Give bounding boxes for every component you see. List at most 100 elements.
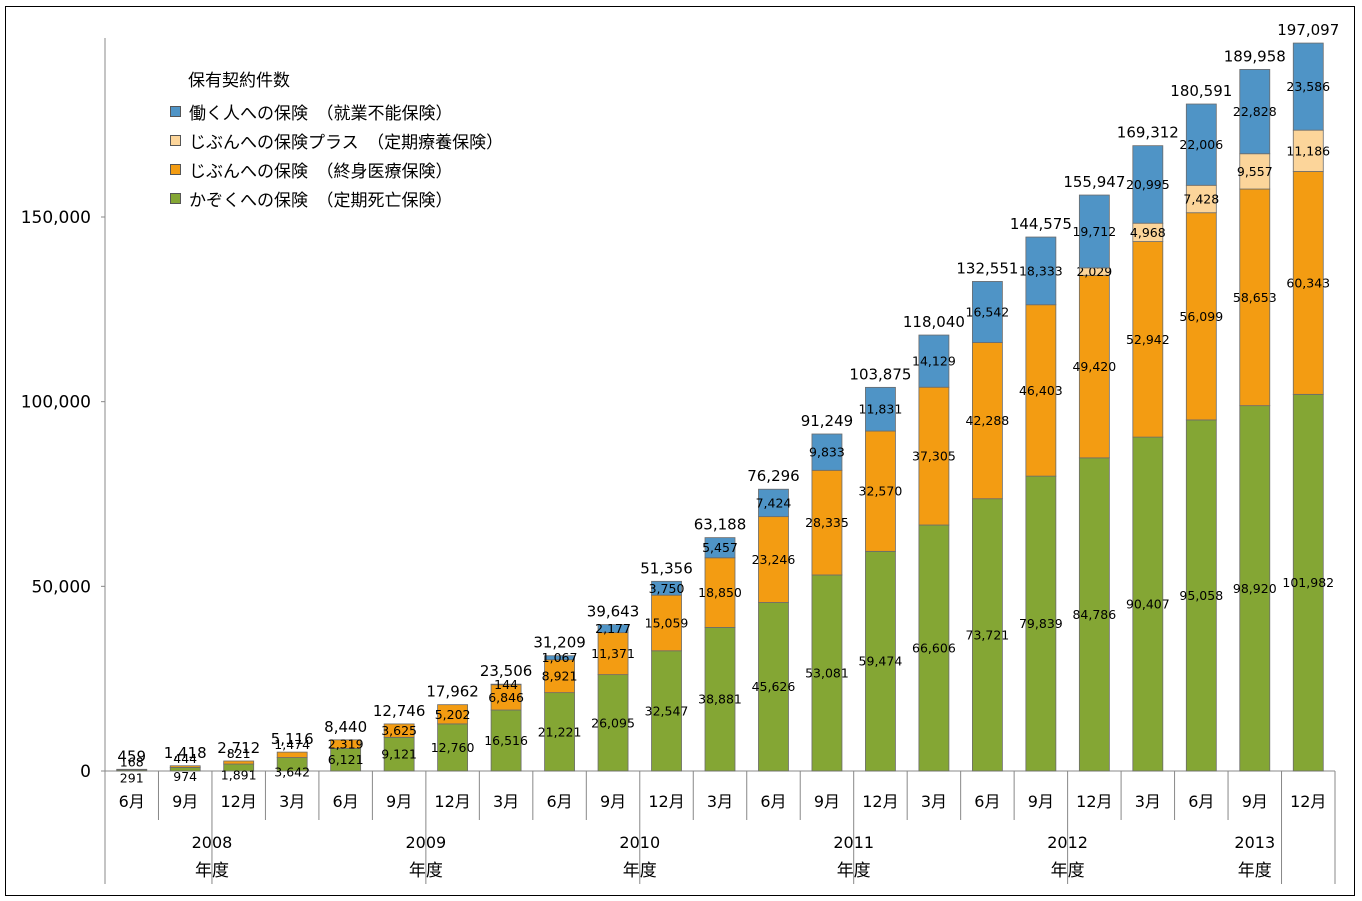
bar-segment xyxy=(1078,457,1110,772)
data-label: 6,121 xyxy=(328,752,364,767)
bar-segment xyxy=(865,430,896,552)
data-label: 26,095 xyxy=(591,715,635,730)
bar-segment xyxy=(276,751,308,758)
data-label: 1,474 xyxy=(274,737,310,752)
data-label: 12,760 xyxy=(431,740,475,755)
bar-segment xyxy=(544,692,575,772)
total-label: 103,875 xyxy=(849,365,911,383)
month-label: 9月 xyxy=(172,792,198,811)
fiscal-year-label: 2008 xyxy=(192,833,233,852)
data-label: 28,335 xyxy=(805,515,849,530)
data-label: 58,653 xyxy=(1233,290,1277,305)
bar-segment xyxy=(1185,212,1217,421)
data-label: 90,407 xyxy=(1126,597,1170,612)
fiscal-year-suffix: 年度 xyxy=(195,861,229,881)
month-label: 3月 xyxy=(921,792,947,811)
month-label: 3月 xyxy=(1135,792,1161,811)
bar-segment xyxy=(1239,188,1271,407)
month-label: 12月 xyxy=(1290,792,1326,811)
month-label: 6月 xyxy=(119,792,145,811)
fiscal-year-suffix: 年度 xyxy=(1238,861,1272,881)
month-label: 3月 xyxy=(493,792,519,811)
bar-segment xyxy=(865,550,896,772)
bar-segment xyxy=(865,386,896,432)
data-label: 11,186 xyxy=(1286,143,1330,158)
fiscal-year-suffix: 年度 xyxy=(837,861,871,881)
data-label: 56,099 xyxy=(1179,309,1223,324)
month-label: 6月 xyxy=(546,792,572,811)
data-label: 3,750 xyxy=(649,581,685,596)
bar-segment xyxy=(490,683,522,686)
data-label: 23,586 xyxy=(1286,79,1330,94)
legend: 保有契約件数 働く人への保険 （就業不能保険） じぶんへの保険プラス （定期療養… xyxy=(170,66,503,213)
legend-swatch-family xyxy=(170,193,181,204)
bar-segment xyxy=(169,765,201,768)
data-label: 23,246 xyxy=(752,552,796,567)
bar-segment xyxy=(971,498,1003,772)
bar-segment xyxy=(437,723,469,772)
data-label: 9,833 xyxy=(809,445,845,460)
data-label: 144 xyxy=(494,677,518,692)
bar-segment xyxy=(544,659,575,694)
data-label: 16,516 xyxy=(484,733,528,748)
bar-segment xyxy=(1292,42,1324,131)
data-label: 59,474 xyxy=(859,654,903,669)
data-label: 42,288 xyxy=(966,413,1010,428)
fiscal-year-suffix: 年度 xyxy=(409,861,443,881)
total-label: 5,116 xyxy=(271,730,314,748)
data-label: 9,121 xyxy=(381,747,417,762)
fiscal-year-label: 2012 xyxy=(1047,833,1088,852)
total-label: 197,097 xyxy=(1277,21,1339,39)
bar-segment xyxy=(1185,419,1217,772)
data-label: 79,839 xyxy=(1019,616,1063,631)
total-label: 118,040 xyxy=(903,313,965,331)
month-label: 12月 xyxy=(1076,792,1112,811)
bar-segment xyxy=(758,488,789,518)
total-label: 76,296 xyxy=(747,467,800,485)
month-label: 6月 xyxy=(333,792,359,811)
fiscal-year-suffix: 年度 xyxy=(1051,861,1085,881)
y-tick-label: 0 xyxy=(80,762,91,782)
total-label: 169,312 xyxy=(1117,124,1179,142)
month-label: 9月 xyxy=(600,792,626,811)
month-label: 9月 xyxy=(1242,792,1268,811)
data-label: 11,371 xyxy=(591,646,635,661)
bar-segment xyxy=(704,537,736,559)
legend-item-family: かぞくへの保険 （定期死亡保険） xyxy=(170,184,503,213)
data-label: 22,828 xyxy=(1233,104,1277,119)
month-label: 9月 xyxy=(1028,792,1054,811)
bar-segment xyxy=(490,709,522,772)
bar-segment xyxy=(437,704,469,725)
fiscal-year-label: 2013 xyxy=(1234,833,1275,852)
bar-segment xyxy=(918,524,950,772)
y-tick-label: 150,000 xyxy=(21,208,91,228)
data-label: 168 xyxy=(120,754,144,769)
fiscal-year-label: 2009 xyxy=(406,833,447,852)
total-label: 2,712 xyxy=(217,739,260,757)
month-label: 12月 xyxy=(648,792,684,811)
total-label: 8,440 xyxy=(324,718,367,736)
legend-label-self: じぶんへの保険 （終身医療保険） xyxy=(189,162,453,182)
bar-segment xyxy=(330,739,362,749)
fiscal-year-suffix: 年度 xyxy=(623,861,657,881)
bar-segment xyxy=(811,433,843,471)
y-tick-label: 50,000 xyxy=(32,577,91,597)
legend-label-self-plus: じぶんへの保険プラス （定期療養保険） xyxy=(189,133,504,153)
data-label: 11,831 xyxy=(859,402,903,417)
data-label: 15,059 xyxy=(645,615,689,630)
data-label: 52,942 xyxy=(1126,332,1170,347)
data-label: 4,968 xyxy=(1130,225,1166,240)
total-label: 180,591 xyxy=(1170,82,1232,100)
chart-frame xyxy=(5,6,1355,896)
data-label: 3,642 xyxy=(274,764,310,779)
bar-segment xyxy=(704,626,736,772)
data-label: 444 xyxy=(173,751,197,766)
total-label: 132,551 xyxy=(956,259,1018,277)
total-label: 39,643 xyxy=(587,603,640,621)
bar-segment xyxy=(1185,103,1217,186)
data-label: 22,006 xyxy=(1179,137,1223,152)
total-label: 155,947 xyxy=(1063,173,1125,191)
data-label: 2,177 xyxy=(595,621,631,636)
data-label: 974 xyxy=(173,769,197,784)
